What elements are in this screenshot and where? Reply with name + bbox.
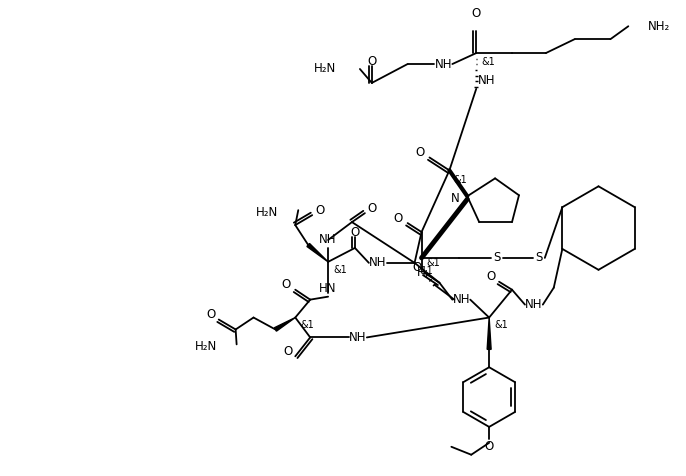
Polygon shape [307, 243, 328, 262]
Text: O: O [471, 7, 481, 20]
Text: S: S [535, 251, 543, 264]
Text: NH: NH [453, 293, 470, 306]
Text: H₂N: H₂N [195, 340, 217, 353]
Text: O: O [351, 226, 359, 238]
Text: N: N [451, 192, 460, 205]
Text: NH: NH [369, 257, 386, 269]
Text: HN: HN [320, 282, 337, 295]
Text: O: O [281, 278, 290, 291]
Text: NH: NH [525, 298, 543, 311]
Text: &1: &1 [420, 266, 434, 276]
Text: S: S [493, 251, 501, 264]
Text: &1: &1 [453, 175, 467, 185]
Text: O: O [412, 261, 421, 274]
Text: H₂N: H₂N [314, 62, 336, 76]
Text: &1: &1 [481, 57, 495, 67]
Text: H: H [417, 266, 426, 279]
Text: NH: NH [349, 331, 366, 344]
Text: O: O [487, 270, 496, 283]
Text: NH: NH [478, 74, 496, 88]
Text: O: O [315, 204, 324, 217]
Text: &1: &1 [427, 258, 440, 268]
Text: O: O [484, 440, 494, 453]
Text: NH: NH [435, 58, 452, 70]
Text: O: O [283, 345, 292, 358]
Polygon shape [274, 317, 295, 331]
Text: NH₂: NH₂ [648, 20, 670, 33]
Text: O: O [206, 308, 215, 321]
Text: O: O [393, 212, 403, 225]
Text: &1: &1 [333, 265, 347, 275]
Text: &1: &1 [494, 320, 508, 330]
Text: H₂N: H₂N [256, 206, 279, 218]
Text: O: O [368, 202, 377, 215]
Text: NH: NH [320, 234, 337, 247]
Text: O: O [367, 55, 377, 68]
Text: O: O [415, 146, 425, 159]
Polygon shape [487, 317, 491, 349]
Text: &1: &1 [300, 320, 314, 330]
